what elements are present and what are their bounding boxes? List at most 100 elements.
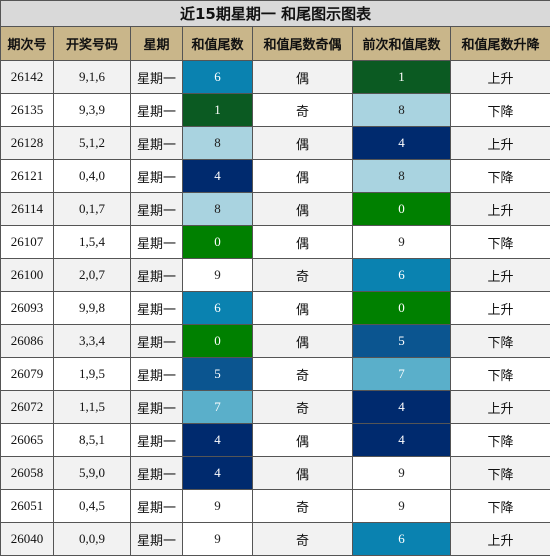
table-cell: 偶 <box>252 291 353 325</box>
table-cell: 9 <box>182 522 253 556</box>
table-cell: 26079 <box>0 357 54 391</box>
table-cell: 星期一 <box>130 357 183 391</box>
table-cell: 0,4,0 <box>53 159 131 193</box>
header-cell: 开奖号码 <box>53 26 131 61</box>
table-cell: 26114 <box>0 192 54 226</box>
table-cell: 26065 <box>0 423 54 457</box>
table-cell: 7 <box>352 357 451 391</box>
table-cell: 奇 <box>252 357 353 391</box>
table-cell: 下降 <box>449 225 550 259</box>
table-cell: 26051 <box>0 489 54 523</box>
table-cell: 9,9,8 <box>53 291 131 325</box>
table-cell: 偶 <box>252 192 353 226</box>
table-cell: 上升 <box>449 192 550 226</box>
table-cell: 26058 <box>0 456 54 490</box>
header-cell: 和值尾数升降 <box>449 26 550 61</box>
table-cell: 奇 <box>252 489 353 523</box>
table-cell: 星期一 <box>130 225 183 259</box>
table-cell: 6 <box>352 522 451 556</box>
table-cell: 1 <box>182 93 253 127</box>
table-cell: 0 <box>352 192 451 226</box>
table-cell: 4 <box>182 456 253 490</box>
table-cell: 偶 <box>252 126 353 160</box>
table-cell: 星期一 <box>130 258 183 292</box>
table-cell: 上升 <box>449 258 550 292</box>
table-cell: 偶 <box>252 324 353 358</box>
table-cell: 5,1,2 <box>53 126 131 160</box>
table-cell: 0 <box>182 225 253 259</box>
table-cell: 26093 <box>0 291 54 325</box>
table-cell: 7 <box>182 390 253 424</box>
table-cell: 偶 <box>252 225 353 259</box>
table-row: 26072 1,1,5 星期一 7 奇 4 上升 <box>0 390 550 424</box>
table-cell: 星期一 <box>130 522 183 556</box>
table-cell: 上升 <box>449 60 550 94</box>
table-cell: 0,0,9 <box>53 522 131 556</box>
table-row: 26065 8,5,1 星期一 4 偶 4 下降 <box>0 423 550 457</box>
table-cell: 26142 <box>0 60 54 94</box>
table-cell: 8 <box>352 159 451 193</box>
table-cell: 星期一 <box>130 159 183 193</box>
table-cell: 奇 <box>252 522 353 556</box>
table-cell: 0 <box>352 291 451 325</box>
header-cell: 和值尾数奇偶 <box>252 26 353 61</box>
table-cell: 奇 <box>252 390 353 424</box>
table-cell: 26121 <box>0 159 54 193</box>
table-cell: 偶 <box>252 159 353 193</box>
table-cell: 星期一 <box>130 489 183 523</box>
table-cell: 5 <box>182 357 253 391</box>
table-row: 26040 0,0,9 星期一 9 奇 6 上升 <box>0 522 550 556</box>
title-row: 近15期星期一 和尾图示图表 <box>0 0 550 27</box>
table-row: 26135 9,3,9 星期一 1 奇 8 下降 <box>0 93 550 127</box>
table-cell: 0,4,5 <box>53 489 131 523</box>
header-cell: 和值尾数 <box>182 26 253 61</box>
table-cell: 9 <box>182 258 253 292</box>
table-cell: 5 <box>352 324 451 358</box>
table-cell: 26128 <box>0 126 54 160</box>
table-cell: 4 <box>352 126 451 160</box>
table-cell: 6 <box>352 258 451 292</box>
table-cell: 下降 <box>449 423 550 457</box>
table-cell: 奇 <box>252 258 353 292</box>
table-cell: 8,5,1 <box>53 423 131 457</box>
table-cell: 9 <box>182 489 253 523</box>
table-body: 26142 9,1,6 星期一 6 偶 1 上升 26135 9,3,9 星期一 1 奇 8 下降 2612… <box>0 60 550 556</box>
table-cell: 星期一 <box>130 192 183 226</box>
table-cell: 6 <box>182 291 253 325</box>
table-cell: 偶 <box>252 456 353 490</box>
table-row: 26093 9,9,8 星期一 6 偶 0 上升 <box>0 291 550 325</box>
table-row: 26121 0,4,0 星期一 4 偶 8 下降 <box>0 159 550 193</box>
header-row: 期次号 开奖号码 星期 和值尾数 和值尾数奇偶 前次和值尾数 和值尾数升降 <box>0 26 550 61</box>
table-cell: 下降 <box>449 93 550 127</box>
table-row: 26114 0,1,7 星期一 8 偶 0 上升 <box>0 192 550 226</box>
table-cell: 上升 <box>449 291 550 325</box>
table-cell: 下降 <box>449 324 550 358</box>
table-cell: 8 <box>182 192 253 226</box>
table-cell: 0 <box>182 324 253 358</box>
table-cell: 星期一 <box>130 291 183 325</box>
table-cell: 9 <box>352 456 451 490</box>
table-cell: 4 <box>182 159 253 193</box>
table-cell: 9 <box>352 489 451 523</box>
table-cell: 星期一 <box>130 423 183 457</box>
table-cell: 1 <box>352 60 451 94</box>
table-cell: 5,9,0 <box>53 456 131 490</box>
table-cell: 上升 <box>449 522 550 556</box>
table-cell: 偶 <box>252 60 353 94</box>
table-cell: 9,1,6 <box>53 60 131 94</box>
table-cell: 星期一 <box>130 60 183 94</box>
table-cell: 星期一 <box>130 324 183 358</box>
table-cell: 4 <box>352 423 451 457</box>
header-cell: 期次号 <box>0 26 54 61</box>
header-cell: 星期 <box>130 26 183 61</box>
table-row: 26128 5,1,2 星期一 8 偶 4 上升 <box>0 126 550 160</box>
table-title: 近15期星期一 和尾图示图表 <box>0 0 550 27</box>
table-cell: 下降 <box>449 357 550 391</box>
table-cell: 9,3,9 <box>53 93 131 127</box>
table-cell: 1,1,5 <box>53 390 131 424</box>
table-cell: 26100 <box>0 258 54 292</box>
table-cell: 3,3,4 <box>53 324 131 358</box>
table-row: 26142 9,1,6 星期一 6 偶 1 上升 <box>0 60 550 94</box>
table-row: 26100 2,0,7 星期一 9 奇 6 上升 <box>0 258 550 292</box>
